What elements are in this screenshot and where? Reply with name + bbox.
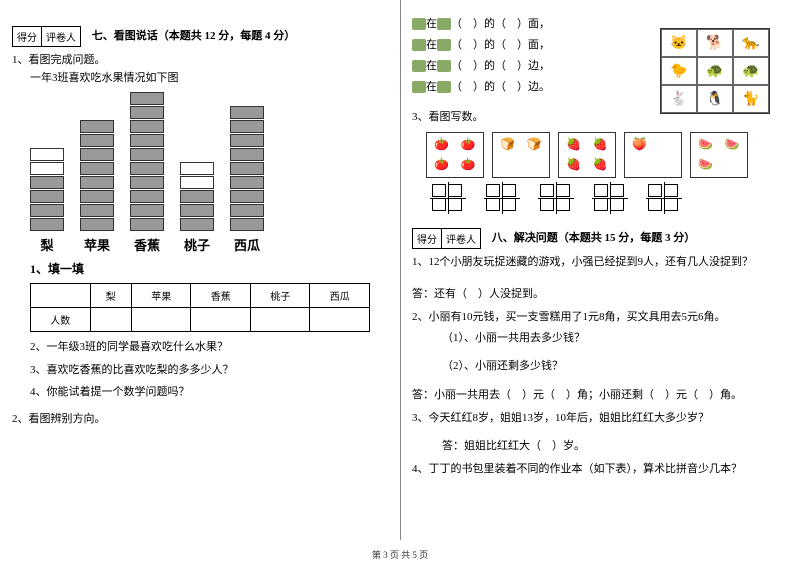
p2: 2、小丽有10元钱，买一支雪糕用了1元8角，买文具用去5元6角。 (412, 308, 788, 327)
grid-cell: 🐱 (661, 29, 697, 57)
score-label: 得分 (413, 229, 442, 248)
q2: 2、一年级3班的同学最喜欢吃什么水果？ (30, 338, 388, 357)
section-7-title: 七、看图说话（本题共 12 分，每题 4 分） (92, 30, 296, 42)
grid-cell: 🐧 (697, 85, 733, 113)
section-8-title: 八、解决问题（本题共 15 分，每题 3 分） (492, 232, 696, 244)
p3-answer: 答：姐姐比红红大（ ）岁。 (442, 437, 788, 456)
table-cell[interactable] (310, 308, 370, 332)
fruit-label: 桃子 (180, 235, 214, 254)
fruit-box: 🍉🍉🍉 (690, 132, 748, 178)
chart-bar-3 (180, 162, 214, 231)
grid-cell: 🐈 (733, 85, 769, 113)
grid-cell: 🐤 (661, 57, 697, 85)
q3: 3、喜欢吃香蕉的比喜欢吃梨的多多少人？ (30, 361, 388, 380)
bar-chart (30, 91, 388, 231)
grid-cell: 🐆 (733, 29, 769, 57)
fruit-box: 🍞🍞 (492, 132, 550, 178)
p3: 3、今天红红8岁，姐姐13岁，10年后，姐姐比红红大多少岁？ (412, 409, 788, 428)
fruit-box: 🍓🍓🍓🍓 (558, 132, 616, 178)
fruit-box: 🍅🍅🍅🍅 (426, 132, 484, 178)
grid-cell: 🐢 (697, 57, 733, 85)
table-header: 香蕉 (191, 284, 251, 308)
chart-bar-2 (130, 92, 164, 231)
number-box[interactable] (594, 184, 626, 212)
table-cell[interactable] (90, 308, 131, 332)
q4: 4、你能试着提一个数学问题吗？ (30, 383, 388, 402)
grader-label: 评卷人 (442, 229, 480, 248)
score-box: 得分 评卷人 (12, 26, 81, 47)
number-box[interactable] (486, 184, 518, 212)
count-table: 梨苹果香蕉桃子西瓜 人数 (30, 283, 370, 332)
number-box[interactable] (432, 184, 464, 212)
p1-answer: 答：还有（ ）人没捉到。 (412, 285, 788, 304)
grid-cell: 🐇 (661, 85, 697, 113)
fruit-label: 梨 (30, 235, 64, 254)
table-cell[interactable] (250, 308, 310, 332)
p2-answer: 答：小丽一共用去（ ）元（ ）角；小丽还剩（ ）元（ ）角。 (412, 386, 788, 405)
number-box[interactable] (648, 184, 680, 212)
table-header: 西瓜 (310, 284, 370, 308)
chart-bar-0 (30, 148, 64, 231)
table-cell[interactable] (131, 308, 191, 332)
score-label: 得分 (13, 27, 42, 46)
fruit-label: 西瓜 (230, 235, 264, 254)
q2-main: 2、看图辨别方向。 (12, 410, 388, 426)
grid-cell: 🐢 (733, 57, 769, 85)
fruit-boxes: 🍅🍅🍅🍅🍞🍞🍓🍓🍓🍓🍑🍉🍉🍉 (426, 132, 788, 178)
q1: 1、看图完成问题。 (12, 51, 388, 67)
score-box-8: 得分 评卷人 (412, 228, 481, 249)
chart-bar-4 (230, 106, 264, 231)
grid-cell: 🐕 (697, 29, 733, 57)
blank-cell (31, 284, 91, 308)
p1: 1、12个小朋友玩捉迷藏的游戏，小强已经捉到9人，还有几人没捉到？ (412, 253, 788, 272)
chart-labels: 梨苹果香蕉桃子西瓜 (30, 235, 388, 254)
fruit-label: 苹果 (80, 235, 114, 254)
p2-1: （1）、小丽一共用去多少钱？ (442, 329, 788, 348)
p2-2: （2）、小丽还剩多少钱？ (442, 357, 788, 376)
grader-label: 评卷人 (42, 27, 80, 46)
fruit-box: 🍑 (624, 132, 682, 178)
row-header: 人数 (31, 308, 91, 332)
number-boxes (432, 184, 788, 212)
right-column: 在（ ）的（ ）面，在（ ）的（ ）面，在（ ）的（ ）边，在（ ）的（ ）边。… (400, 0, 800, 545)
table-header: 桃子 (250, 284, 310, 308)
left-column: 得分 评卷人 七、看图说话（本题共 12 分，每题 4 分） 1、看图完成问题。… (0, 0, 400, 545)
page-footer: 第 3 页 共 5 页 (0, 548, 800, 561)
fill-title: 1、填一填 (30, 260, 388, 277)
chart-bar-1 (80, 120, 114, 231)
table-header: 苹果 (131, 284, 191, 308)
number-box[interactable] (540, 184, 572, 212)
p4: 4、丁丁的书包里装着不同的作业本（如下表），算术比拼音少几本？ (412, 460, 788, 479)
fruit-label: 香蕉 (130, 235, 164, 254)
table-header: 梨 (90, 284, 131, 308)
animal-grid: 🐱🐕🐆🐤🐢🐢🐇🐧🐈 (660, 28, 770, 114)
q1-sub: 一年3班喜欢吃水果情况如下图 (30, 69, 388, 85)
table-cell[interactable] (191, 308, 251, 332)
